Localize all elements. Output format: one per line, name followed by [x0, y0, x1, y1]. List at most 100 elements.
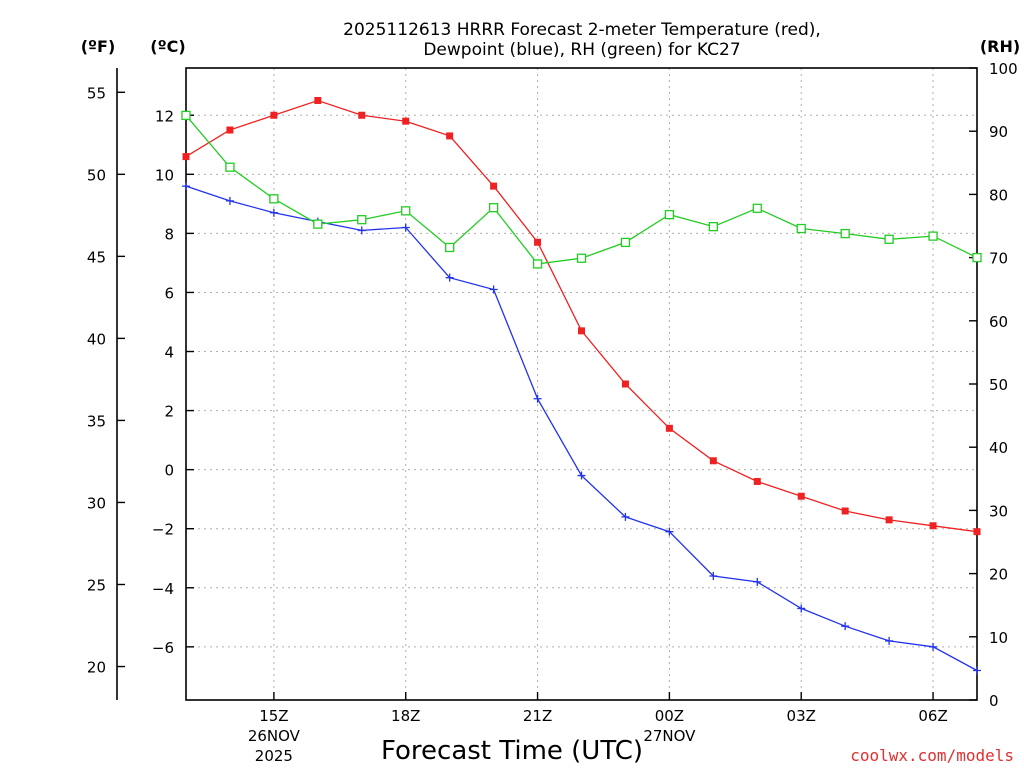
celsius-tick-label: 8 — [164, 225, 174, 243]
rh-point — [181, 110, 191, 121]
fahrenheit-tick-label: 50 — [87, 166, 106, 184]
temperature-point — [226, 126, 234, 134]
temperature-point — [841, 507, 849, 515]
credit-text: coolwx.com/models — [850, 746, 1014, 765]
temperature-point — [621, 380, 629, 388]
dewpoint-point — [841, 622, 850, 631]
dewpoint-point — [225, 196, 234, 205]
temperature-point — [885, 516, 893, 524]
dewpoint-point — [489, 285, 498, 294]
chart-title-line-2: Dewpoint (blue), RH (green) for KC27 — [423, 40, 740, 60]
dewpoint-point — [621, 512, 630, 521]
rh-tick-label: 20 — [989, 566, 1008, 584]
plot-frame — [185, 67, 978, 701]
dewpoint-point — [885, 636, 894, 645]
rh-point — [313, 219, 323, 229]
rh-tick-label: 50 — [989, 376, 1008, 394]
dewpoint-point — [357, 226, 366, 235]
x-axis-label: Forecast Time (UTC) — [381, 736, 643, 766]
temperature-point — [665, 424, 673, 432]
celsius-tick-label: 0 — [164, 462, 174, 480]
rh-point — [972, 252, 982, 263]
celsius-tick-label: 10 — [155, 166, 174, 184]
celsius-tick-label: 6 — [164, 284, 174, 302]
temperature-point — [929, 522, 937, 530]
rh-tick-label: 70 — [989, 250, 1008, 268]
rh-point — [620, 237, 631, 248]
celsius-tick-label: 4 — [164, 344, 174, 362]
celsius-tick-label: 2 — [164, 403, 174, 421]
fahrenheit-tick-label: 45 — [87, 248, 106, 266]
x-tick-date-label: 26NOV — [248, 727, 301, 745]
temperature-point — [402, 117, 410, 125]
temperature-point — [314, 96, 322, 104]
temperature-point — [446, 132, 454, 140]
rh-point — [796, 223, 806, 234]
rh-point — [445, 242, 455, 253]
axes — [116, 67, 978, 701]
rh-point — [225, 162, 235, 172]
temperature-point — [270, 111, 278, 119]
grid-lines — [186, 68, 977, 700]
rh-point — [532, 259, 543, 269]
fahrenheit-tick-label: 55 — [87, 84, 106, 102]
temperature-point — [709, 457, 717, 465]
dewpoint-point — [182, 182, 190, 191]
rh-tick-label: 60 — [989, 313, 1008, 331]
celsius-tick-label: −4 — [152, 580, 174, 598]
dewpoint-point — [929, 642, 938, 651]
rh-point — [488, 203, 499, 213]
dewpoint-point — [577, 471, 586, 480]
chart-title-line-1: 2025112613 HRRR Forecast 2-meter Tempera… — [343, 20, 821, 40]
temperature-point — [182, 153, 190, 161]
dewpoint-point — [973, 666, 981, 675]
rh-axis-unit: (RH) — [980, 37, 1020, 56]
rh-tick-label: 10 — [989, 629, 1008, 647]
rh-tick-label: 90 — [989, 123, 1008, 141]
rh-point — [840, 228, 850, 239]
dewpoint-point — [665, 527, 674, 536]
dewpoint-point — [709, 571, 718, 580]
fahrenheit-tick-label: 25 — [87, 576, 106, 594]
dewpoint-point — [401, 223, 410, 232]
celsius-tick-label: −6 — [152, 639, 174, 657]
rh-tick-label: 80 — [989, 186, 1008, 204]
rh-point — [752, 203, 762, 213]
rh-tick-label: 0 — [989, 692, 999, 710]
dewpoint-point — [753, 577, 762, 586]
x-tick-label: 00Z — [655, 707, 684, 725]
rh-point — [708, 221, 718, 232]
x-tick-year-label: 2025 — [255, 747, 293, 765]
rh-point — [269, 194, 279, 204]
temperature-point — [797, 492, 805, 500]
temperature-line — [185, 99, 978, 533]
rh-point — [401, 206, 411, 216]
rh-line — [185, 114, 978, 265]
rh-tick-label: 40 — [989, 439, 1008, 457]
dewpoint-point — [269, 208, 278, 217]
rh-point — [664, 209, 675, 220]
rh-point — [928, 231, 938, 241]
x-tick-date-label: 27NOV — [643, 727, 696, 745]
fahrenheit-tick-label: 35 — [87, 412, 106, 430]
dewpoint-point — [533, 394, 542, 403]
rh-point — [576, 253, 587, 263]
rh-point — [884, 234, 894, 244]
fahrenheit-tick-label: 30 — [87, 494, 106, 512]
celsius-tick-label: 12 — [155, 107, 174, 125]
dewpoint-point — [797, 604, 806, 613]
x-tick-label: 03Z — [787, 707, 816, 725]
dewpoint-point — [445, 273, 454, 282]
temperature-point — [490, 182, 498, 190]
rh-point — [357, 215, 367, 225]
temperature-point — [973, 528, 981, 536]
temperature-point — [753, 477, 761, 485]
temperature-point — [534, 238, 542, 246]
celsius-axis-unit: (ºC) — [150, 37, 185, 56]
fahrenheit-tick-label: 20 — [87, 659, 106, 677]
data-series — [181, 96, 982, 675]
x-tick-label: 18Z — [391, 707, 420, 725]
celsius-tick-label: −2 — [152, 521, 174, 539]
fahrenheit-tick-label: 40 — [87, 330, 106, 348]
